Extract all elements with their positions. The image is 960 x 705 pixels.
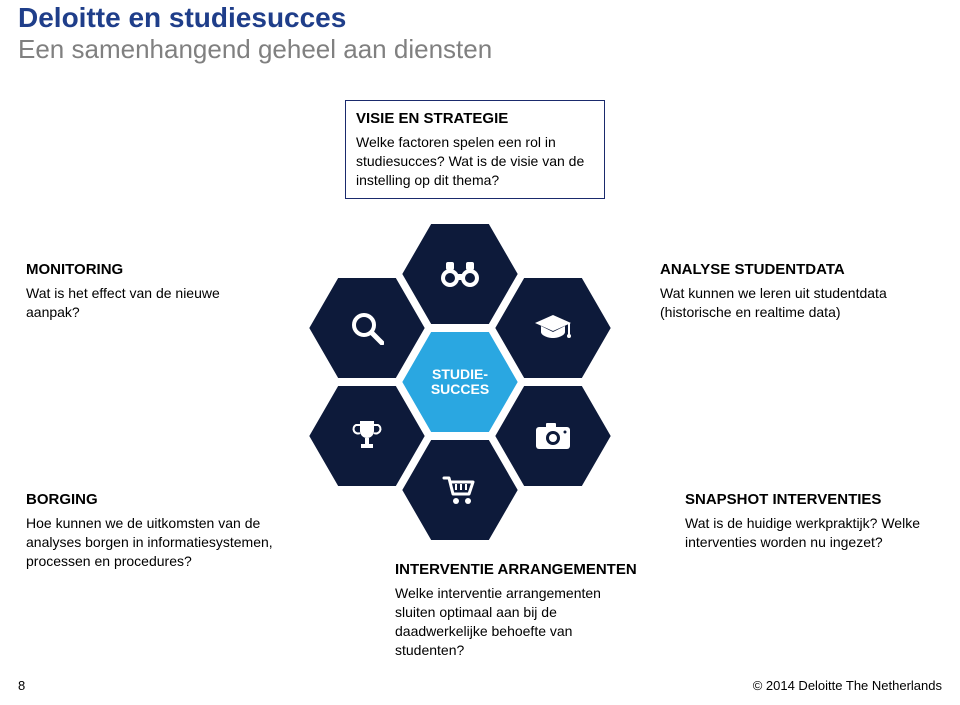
- borging-body: Hoe kunnen we de uitkomsten van de analy…: [26, 514, 306, 571]
- visie-heading: VISIE EN STRATEGIE: [356, 109, 594, 129]
- borging-heading: BORGING: [26, 490, 306, 510]
- interventie-heading: INTERVENTIE ARRANGEMENTEN: [395, 560, 645, 580]
- interventie-block: INTERVENTIE ARRANGEMENTEN Welke interven…: [395, 560, 645, 660]
- analyse-heading: ANALYSE STUDENTDATA: [660, 260, 910, 280]
- page-title: Deloitte en studiesucces: [18, 2, 492, 34]
- hex-upper-left: [307, 276, 427, 380]
- page-subtitle: Een samenhangend geheel aan diensten: [18, 34, 492, 65]
- monitoring-heading: MONITORING: [26, 260, 236, 280]
- title-block: Deloitte en studiesucces Een samenhangen…: [18, 2, 492, 65]
- hex-bottom: [400, 438, 520, 542]
- borging-block: BORGING Hoe kunnen we de uitkomsten van …: [26, 490, 306, 571]
- center-label-line1: STUDIE-: [432, 367, 488, 382]
- center-label-line2: SUCCES: [431, 382, 489, 397]
- snapshot-heading: SNAPSHOT INTERVENTIES: [685, 490, 945, 510]
- callout-visie: VISIE EN STRATEGIE Welke factoren spelen…: [345, 100, 605, 199]
- interventie-body: Welke interventie arrangementen sluiten …: [395, 584, 645, 660]
- footer-right: © 2014 Deloitte The Netherlands: [753, 678, 942, 693]
- hex-upper-right: [493, 276, 613, 380]
- snapshot-body: Wat is de huidige werkpraktijk? Welke in…: [685, 514, 945, 552]
- graduation-cap-icon: [493, 276, 613, 380]
- monitoring-body: Wat is het effect van de nieuwe aanpak?: [26, 284, 236, 322]
- analyse-body: Wat kunnen we leren uit studentdata (his…: [660, 284, 910, 322]
- footer-left: 8: [18, 678, 25, 693]
- monitoring-block: MONITORING Wat is het effect van de nieu…: [26, 260, 236, 322]
- magnifier-icon: [307, 276, 427, 380]
- visie-body: Welke factoren spelen een rol in studies…: [356, 133, 594, 190]
- slide-page: Deloitte en studiesucces Een samenhangen…: [0, 0, 960, 705]
- shopping-cart-icon: [400, 438, 520, 542]
- analyse-block: ANALYSE STUDENTDATA Wat kunnen we leren …: [660, 260, 910, 322]
- snapshot-block: SNAPSHOT INTERVENTIES Wat is de huidige …: [685, 490, 945, 552]
